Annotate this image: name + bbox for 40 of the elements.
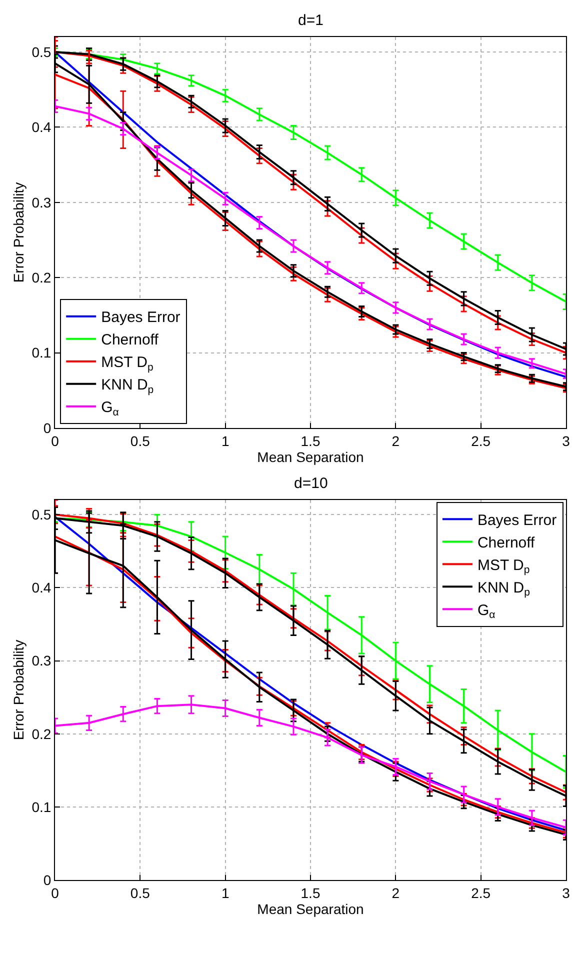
x-tick-label: 1.5 bbox=[300, 884, 320, 901]
legend-label: KNN D$_{p}$ bbox=[101, 376, 154, 396]
x-tick-label: 3 bbox=[562, 432, 570, 449]
x-tick-label: 0.5 bbox=[130, 884, 150, 901]
x-tick-label: 1.5 bbox=[300, 432, 320, 449]
y-tick-label: 0.4 bbox=[32, 580, 52, 596]
y-tick-label: 0.5 bbox=[32, 506, 52, 523]
y-tick-label: 0.1 bbox=[32, 798, 52, 815]
x-tick-label: 2 bbox=[392, 884, 400, 901]
legend-label: MST D$_{p}$ bbox=[101, 354, 154, 374]
x-axis-title: Mean Separation bbox=[257, 448, 364, 465]
legend-label: Bayes Error bbox=[101, 309, 180, 326]
y-tick-label: 0.4 bbox=[32, 119, 52, 136]
legend-label: G$_{α}$ bbox=[477, 602, 496, 622]
y-tick-label: 0 bbox=[43, 420, 52, 436]
chart-title: d=1 bbox=[298, 12, 324, 29]
x-tick-label: 1 bbox=[221, 432, 230, 449]
y-tick-label: 0.2 bbox=[32, 726, 52, 742]
y-tick-label: 0.1 bbox=[32, 344, 52, 361]
x-tick-label: 2.5 bbox=[471, 884, 491, 901]
legend-label: Chernoff bbox=[477, 534, 536, 552]
legend-label: G$_{α}$ bbox=[101, 399, 119, 418]
y-tick-label: 0 bbox=[43, 872, 52, 888]
chart-title: d=10 bbox=[294, 475, 328, 492]
x-tick-label: 3 bbox=[562, 884, 570, 901]
x-tick-label: 1 bbox=[221, 884, 230, 901]
x-tick-label: 0.5 bbox=[130, 432, 150, 449]
y-tick-label: 0.3 bbox=[32, 194, 52, 210]
legend-label: Bayes Error bbox=[477, 512, 557, 529]
legend-label: Chernoff bbox=[101, 332, 160, 349]
y-tick-label: 0.5 bbox=[32, 44, 52, 60]
x-tick-label: 2 bbox=[392, 432, 400, 449]
y-tick-label: 0.2 bbox=[32, 270, 52, 286]
x-tick-label: 2.5 bbox=[471, 432, 491, 449]
legend-label: KNN D$_{p}$ bbox=[477, 580, 530, 599]
y-axis-title: Error Probability bbox=[10, 640, 26, 740]
legend-label: MST D$_{p}$ bbox=[477, 557, 530, 576]
x-axis-title: Mean Separation bbox=[257, 900, 364, 917]
y-axis-title: Error Probability bbox=[10, 182, 26, 283]
y-tick-label: 0.3 bbox=[32, 652, 52, 669]
